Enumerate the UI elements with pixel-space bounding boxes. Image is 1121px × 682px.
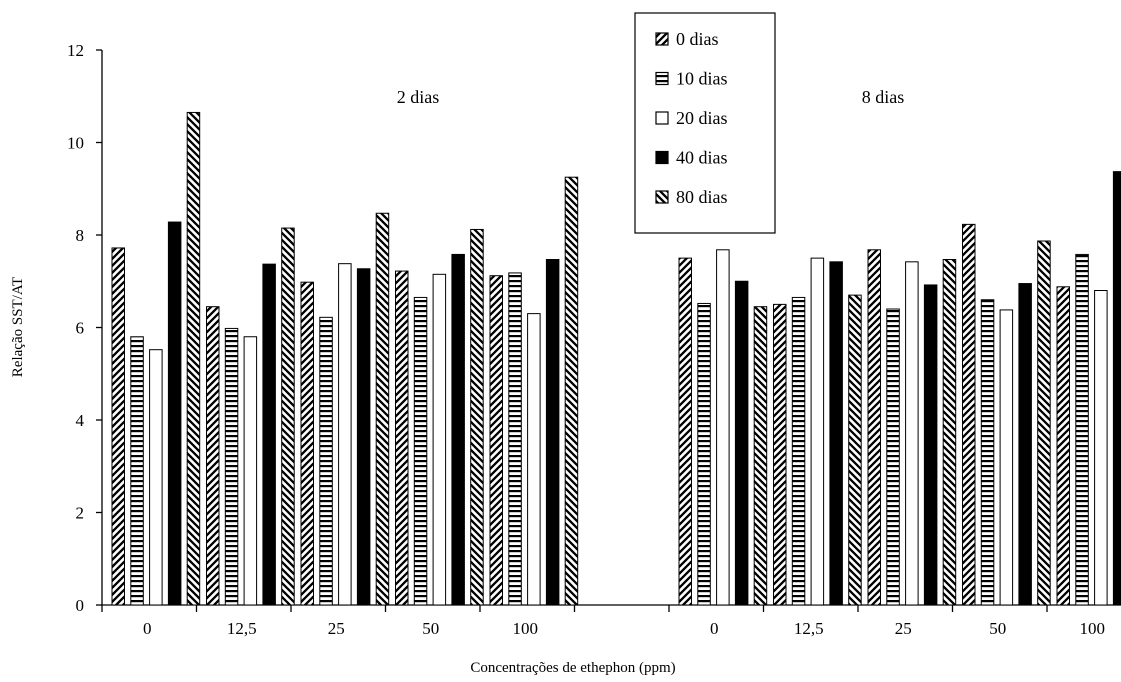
x-tick-label: 50 — [422, 619, 439, 638]
panel-label-8-dias: 8 dias — [862, 87, 905, 107]
legend-swatch — [655, 190, 669, 204]
bar-20-dias-8d-25 — [905, 261, 919, 606]
bar-10-dias-2d-0 — [130, 336, 144, 606]
bar-10-dias-2d-25 — [319, 316, 333, 606]
legend-label: 0 dias — [676, 29, 719, 49]
bar-80-dias-2d-0 — [186, 111, 201, 606]
bar-40-dias-2d-0 — [167, 221, 182, 606]
x-tick-label: 100 — [513, 619, 539, 638]
legend-swatch — [655, 71, 669, 86]
bar-0-dias-8d-0 — [678, 257, 692, 606]
y-tick-label: 10 — [67, 134, 84, 153]
bar-0-dias-8d-12_5 — [773, 303, 787, 606]
bar-80-dias-8d-0 — [753, 306, 768, 606]
bar-40-dias-8d-0 — [734, 280, 749, 606]
y-tick-label: 0 — [76, 596, 85, 615]
bar-80-dias-2d-100 — [564, 176, 579, 606]
bar-40-dias-8d-100 — [1112, 171, 1121, 606]
legend: 0 dias 10 dias 20 dias 40 dias 80 dias — [634, 12, 776, 234]
bar-40-dias-8d-50 — [1018, 283, 1032, 606]
bar-20-dias-8d-0 — [716, 249, 730, 606]
bar-0-dias-2d-100 — [489, 275, 503, 606]
legend-swatch — [655, 150, 669, 165]
x-axis-ticks: 0 12,5 25 50 100 0 12,5 25 50 100 — [101, 605, 1106, 638]
bar-10-dias-8d-50 — [980, 299, 995, 606]
bar-40-dias-2d-50 — [451, 253, 465, 606]
bar-40-dias-2d-12_5 — [262, 263, 276, 606]
x-axis-title: Concentrações de ethephon (ppm) — [470, 660, 675, 676]
bar-0-dias-8d-25 — [867, 249, 881, 606]
x-tick-label: 0 — [143, 619, 152, 638]
bars — [111, 111, 1121, 606]
bar-20-dias-2d-25 — [338, 263, 352, 606]
bar-20-dias-8d-100 — [1094, 290, 1108, 606]
bar-20-dias-2d-0 — [149, 349, 163, 606]
x-tick-label: 12,5 — [227, 619, 257, 638]
legend-swatch — [655, 111, 669, 125]
bar-80-dias-2d-12_5 — [281, 227, 295, 606]
x-tick-label: 25 — [328, 619, 345, 638]
panel-label-2-dias: 2 dias — [397, 87, 440, 107]
bar-80-dias-8d-25 — [942, 259, 957, 606]
legend-label: 80 dias — [676, 187, 728, 207]
bar-0-dias-8d-100 — [1056, 286, 1070, 606]
y-tick-label: 12 — [67, 41, 84, 60]
bar-10-dias-2d-12_5 — [224, 327, 239, 606]
y-tick-label: 6 — [76, 319, 85, 338]
y-axis-ticks: 0 2 4 6 8 10 12 — [67, 41, 102, 615]
bar-40-dias-8d-25 — [923, 284, 938, 606]
bar-40-dias-2d-25 — [356, 268, 371, 606]
y-tick-label: 2 — [76, 504, 85, 523]
bar-10-dias-8d-100 — [1075, 253, 1089, 606]
bar-80-dias-2d-25 — [375, 212, 390, 606]
bar-20-dias-2d-100 — [527, 313, 541, 606]
bar-0-dias-8d-50 — [962, 223, 976, 606]
bar-10-dias-2d-100 — [508, 272, 522, 606]
bar-10-dias-8d-25 — [886, 308, 900, 606]
bar-40-dias-2d-100 — [545, 259, 560, 606]
bar-0-dias-2d-50 — [395, 270, 409, 606]
x-tick-label: 0 — [710, 619, 719, 638]
bar-0-dias-2d-12_5 — [206, 306, 220, 606]
x-tick-label: 100 — [1080, 619, 1106, 638]
bar-80-dias-8d-12_5 — [848, 294, 862, 606]
bar-10-dias-2d-50 — [413, 296, 428, 606]
bar-20-dias-8d-12_5 — [810, 257, 825, 606]
bar-10-dias-8d-12_5 — [791, 296, 806, 606]
bar-80-dias-2d-50 — [470, 228, 484, 606]
legend-swatch — [655, 32, 669, 46]
bar-10-dias-8d-0 — [697, 302, 711, 606]
bar-20-dias-2d-50 — [432, 273, 447, 606]
bar-20-dias-2d-12_5 — [243, 336, 258, 606]
x-tick-label: 25 — [895, 619, 912, 638]
x-tick-label: 50 — [989, 619, 1006, 638]
legend-label: 40 dias — [676, 148, 728, 168]
y-tick-label: 4 — [76, 411, 85, 430]
bar-40-dias-8d-12_5 — [829, 261, 843, 606]
x-tick-label: 12,5 — [794, 619, 824, 638]
y-axis-title: Relação SST/AT — [10, 277, 26, 377]
bar-0-dias-2d-25 — [300, 281, 314, 606]
bar-20-dias-8d-50 — [999, 309, 1014, 606]
legend-label: 10 dias — [676, 69, 728, 89]
legend-label: 20 dias — [676, 108, 728, 128]
y-tick-label: 8 — [76, 226, 85, 245]
bar-0-dias-2d-0 — [111, 247, 125, 606]
bar-80-dias-8d-50 — [1037, 240, 1051, 606]
